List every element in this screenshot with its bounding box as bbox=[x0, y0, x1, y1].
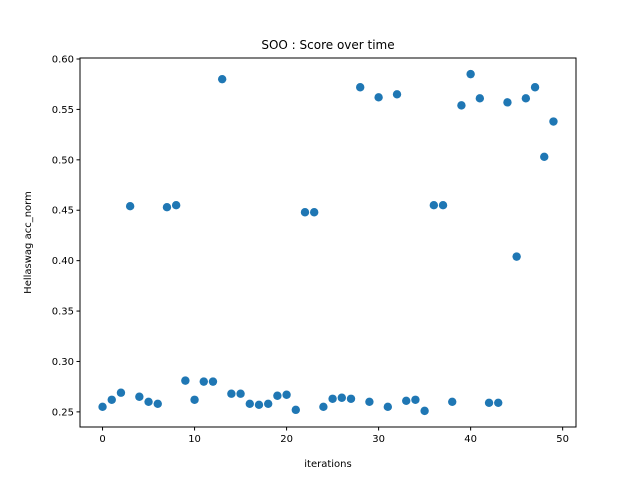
x-tick-label: 10 bbox=[188, 434, 201, 445]
data-point bbox=[171, 200, 181, 210]
data-point bbox=[107, 395, 116, 404]
y-tick-label: 0.35 bbox=[52, 307, 74, 318]
data-point bbox=[153, 399, 162, 409]
y-tick-label: 0.30 bbox=[52, 357, 74, 368]
data-point bbox=[162, 203, 172, 212]
chart-title: SOO : Score over time bbox=[261, 38, 394, 52]
x-tick-label: 20 bbox=[280, 434, 293, 445]
data-point bbox=[291, 405, 300, 415]
data-point bbox=[282, 390, 291, 399]
data-point bbox=[475, 94, 485, 103]
data-point bbox=[319, 402, 328, 412]
data-point bbox=[208, 377, 218, 386]
data-point bbox=[181, 376, 190, 385]
data-point bbox=[337, 393, 347, 402]
data-point bbox=[309, 208, 319, 217]
data-point bbox=[217, 74, 227, 84]
data-point bbox=[300, 208, 310, 217]
data-point bbox=[116, 388, 126, 397]
data-point bbox=[402, 396, 411, 405]
y-tick-label: 0.60 bbox=[52, 55, 74, 66]
data-point bbox=[356, 83, 365, 92]
data-point bbox=[530, 83, 540, 92]
data-point bbox=[365, 397, 374, 406]
data-point bbox=[254, 400, 264, 410]
data-point bbox=[540, 152, 549, 162]
data-point bbox=[98, 402, 107, 412]
data-point bbox=[438, 200, 448, 210]
data-point bbox=[227, 389, 236, 398]
data-point bbox=[411, 395, 420, 404]
data-point bbox=[199, 377, 208, 386]
data-point bbox=[512, 252, 521, 261]
data-point bbox=[429, 200, 439, 210]
y-tick-label: 0.45 bbox=[52, 206, 74, 217]
data-point bbox=[484, 398, 494, 408]
data-point bbox=[236, 389, 245, 398]
y-tick-label: 0.40 bbox=[52, 256, 74, 267]
y-axis-label: Hellaswag acc_norm bbox=[23, 191, 34, 294]
data-point bbox=[374, 93, 383, 102]
x-axis-ticks: 0 10 20 30 40 50 bbox=[99, 427, 569, 445]
data-point bbox=[346, 394, 356, 403]
y-tick-label: 0.50 bbox=[52, 155, 74, 166]
data-point bbox=[125, 202, 135, 211]
x-tick-label: 40 bbox=[464, 434, 477, 445]
x-tick-label: 30 bbox=[372, 434, 385, 445]
x-tick-label: 50 bbox=[556, 434, 569, 445]
data-point bbox=[420, 406, 429, 416]
data-point bbox=[273, 391, 282, 400]
data-point bbox=[457, 101, 466, 110]
x-axis-label: iterations bbox=[304, 459, 351, 470]
y-tick-label: 0.55 bbox=[52, 105, 74, 116]
y-axis-ticks: 0.25 0.30 0.35 0.40 0.45 0.50 0.55 0.60 bbox=[52, 55, 80, 418]
data-point bbox=[328, 394, 337, 403]
data-point bbox=[392, 90, 402, 99]
data-point bbox=[448, 397, 457, 406]
data-point bbox=[144, 397, 153, 406]
y-tick-label: 0.25 bbox=[52, 407, 74, 418]
data-point bbox=[383, 402, 393, 412]
data-point bbox=[263, 399, 273, 409]
data-point bbox=[494, 398, 503, 408]
data-point bbox=[466, 69, 475, 79]
data-point bbox=[503, 98, 512, 107]
data-point bbox=[549, 117, 558, 126]
x-tick-label: 0 bbox=[99, 434, 105, 445]
data-point bbox=[521, 94, 531, 103]
data-point bbox=[135, 392, 144, 401]
plot-area-frame bbox=[79, 57, 577, 428]
data-point bbox=[190, 395, 199, 404]
data-points bbox=[98, 69, 558, 416]
data-point bbox=[245, 399, 254, 409]
